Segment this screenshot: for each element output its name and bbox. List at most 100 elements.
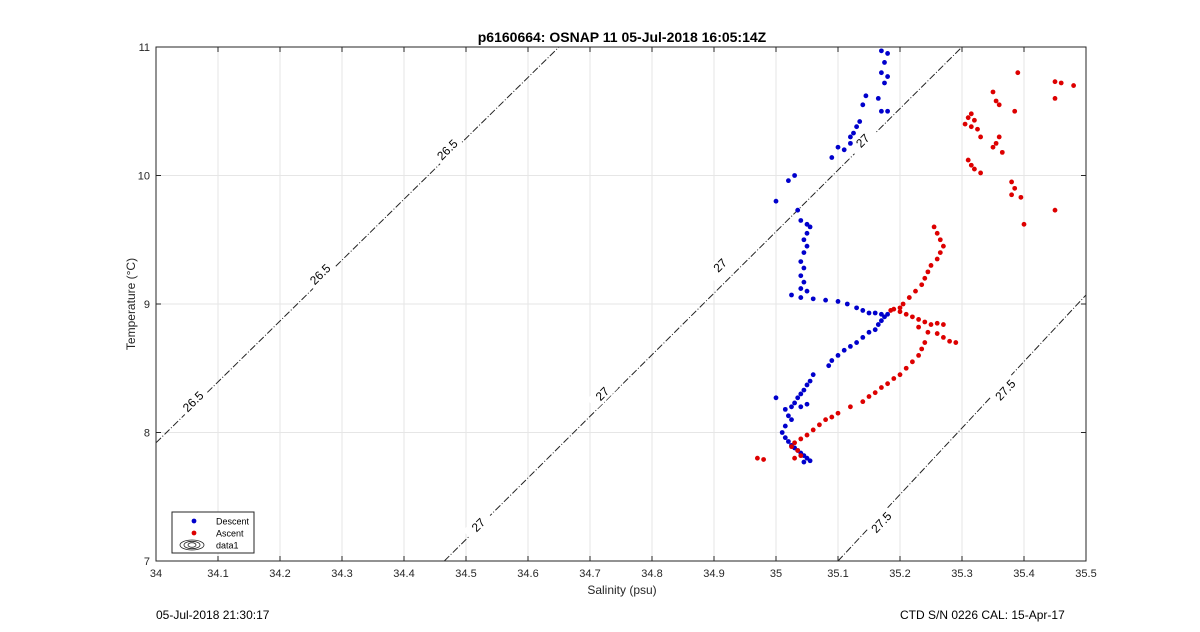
data-point-ascent (953, 340, 959, 345)
data-point-ascent (916, 353, 921, 358)
data-point-ascent (755, 455, 760, 461)
x-tick-label: 34.7 (579, 568, 600, 580)
data-point-ascent (1052, 79, 1058, 85)
contour-label-bg (431, 134, 464, 166)
data-point-descent (848, 140, 853, 146)
x-tick-label: 35.2 (889, 568, 910, 580)
data-point-descent (851, 130, 856, 136)
data-point-descent (798, 404, 804, 410)
data-point-descent (807, 378, 813, 384)
data-point-descent (782, 435, 788, 441)
x-tick-label: 34.3 (331, 568, 352, 580)
x-tick-label: 35.5 (1075, 568, 1096, 580)
data-point-descent (801, 265, 807, 271)
legend-marker-ascent (191, 530, 197, 536)
x-tick-label: 35 (770, 568, 782, 580)
data-point-descent (844, 301, 850, 307)
data-point-descent (829, 155, 835, 160)
legend-label: data1 (216, 541, 239, 551)
data-point-ascent (996, 134, 1002, 140)
data-point-ascent (947, 338, 952, 344)
data-point-ascent (903, 365, 909, 371)
data-point-descent (829, 358, 835, 363)
data-point-descent (885, 108, 890, 114)
x-tick-label: 35.1 (827, 568, 848, 580)
y-tick-label: 8 (144, 428, 150, 440)
data-point-ascent (906, 295, 912, 300)
y-tick-label: 11 (139, 42, 150, 54)
data-point-ascent (897, 309, 903, 315)
data-point-descent (782, 406, 788, 412)
legend-box (171, 511, 255, 554)
x-tick-label: 34.8 (641, 568, 662, 580)
data-point-ascent (1071, 83, 1076, 88)
data-point-ascent (900, 301, 906, 307)
contour-label-bg (704, 249, 736, 281)
data-point-ascent (872, 390, 878, 396)
data-point-descent (860, 102, 866, 108)
data-point-ascent (885, 381, 890, 387)
data-point-descent (866, 329, 872, 335)
data-point-ascent (934, 320, 940, 326)
data-point-ascent (866, 394, 872, 399)
legend-label: Ascent (216, 529, 244, 539)
data-point-ascent (891, 376, 897, 381)
data-point-descent (801, 459, 807, 465)
data-point-descent (798, 218, 804, 223)
x-axis-label: Salinity (psu) (587, 583, 656, 597)
data-point-ascent (965, 115, 971, 121)
data-point-ascent (922, 340, 928, 345)
data-point-descent (773, 395, 779, 401)
data-point-descent (866, 310, 872, 316)
data-point-descent (875, 96, 881, 101)
data-point-ascent (1009, 179, 1014, 185)
density-contour-line (443, 47, 963, 561)
x-tick-label: 34.1 (207, 568, 228, 580)
data-point-ascent (937, 250, 943, 256)
legend-contour-icon (187, 542, 197, 548)
data-point-descent (810, 296, 816, 302)
data-point-ascent (789, 444, 794, 450)
data-point-descent (801, 279, 807, 285)
y-tick-label: 7 (144, 556, 150, 568)
data-point-ascent (810, 427, 816, 433)
data-point-ascent (962, 121, 968, 127)
data-point-ascent (972, 117, 977, 123)
data-point-ascent (934, 331, 940, 336)
chart-title: p6160664: OSNAP 11 05-Jul-2018 16:05:14Z (478, 29, 767, 45)
data-point-descent (860, 335, 866, 340)
data-point-descent (882, 314, 887, 320)
data-point-ascent (1021, 221, 1027, 227)
legend-contour-icon (179, 539, 205, 551)
legend-label: Descent (216, 517, 250, 527)
data-point-ascent (928, 322, 934, 327)
contour-label-bg (990, 374, 1021, 406)
contour-label-bg (866, 506, 897, 539)
data-point-descent (841, 347, 847, 353)
data-point-ascent (795, 448, 801, 453)
data-point-descent (786, 178, 791, 184)
contour-label-bg (847, 125, 879, 157)
data-point-descent (801, 237, 807, 243)
data-point-ascent (916, 317, 921, 322)
legend-contour-icon (183, 540, 201, 550)
data-point-descent (810, 372, 816, 378)
data-point-descent (792, 173, 797, 178)
legend: Descent Ascent data1 (171, 511, 255, 554)
data-point-descent (789, 417, 794, 423)
contour-label-bg (462, 509, 494, 541)
data-point-ascent (888, 308, 894, 313)
x-tick-label: 35.3 (951, 568, 972, 580)
data-point-descent (804, 243, 810, 249)
data-point-ascent (879, 385, 884, 390)
data-point-ascent (922, 275, 928, 281)
data-point-ascent (928, 263, 934, 268)
density-contour-line (156, 47, 560, 444)
data-point-descent (798, 295, 804, 300)
data-point-descent (848, 344, 853, 349)
data-point-ascent (804, 432, 810, 438)
data-point-descent (885, 74, 890, 79)
data-point-descent (879, 108, 884, 114)
data-point-ascent (1058, 80, 1064, 86)
data-point-ascent (934, 256, 940, 262)
